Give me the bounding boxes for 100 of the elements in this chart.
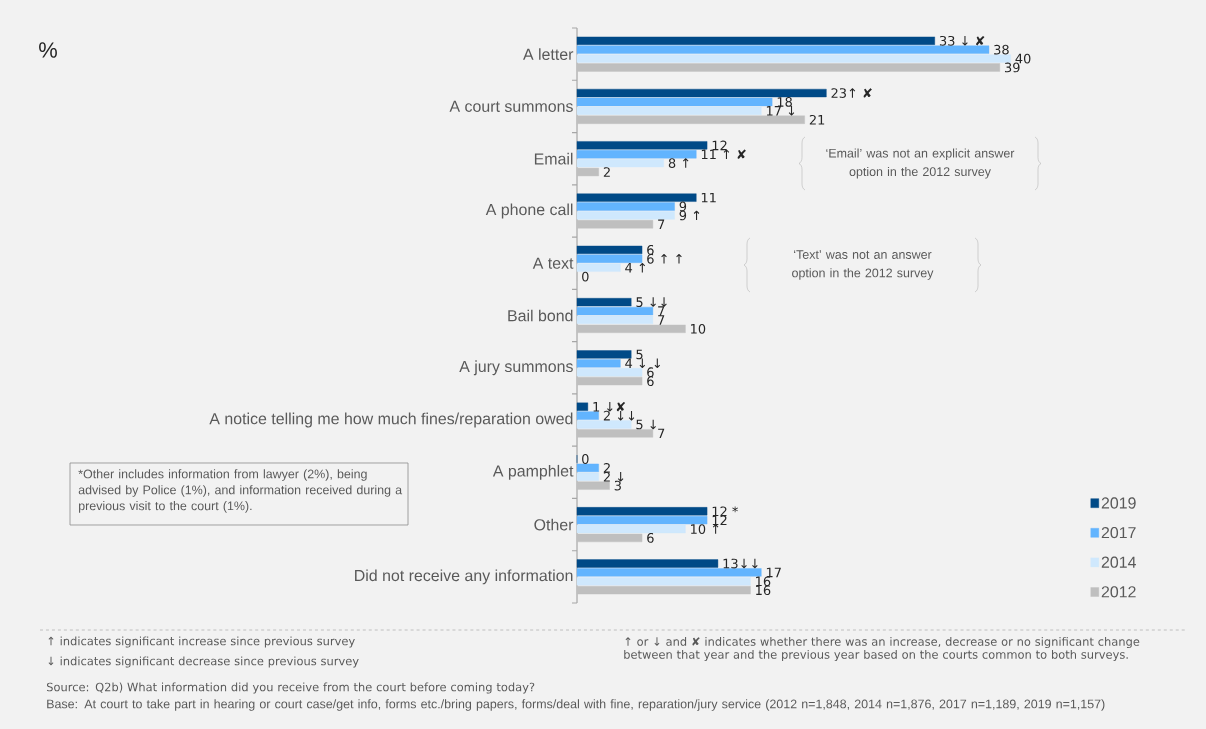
bar xyxy=(576,350,632,359)
y-tick-label: A court summons xyxy=(449,100,573,112)
data-label: 11 xyxy=(701,192,716,203)
text: ↑ or ↓ and ✘ indicates whether there was an increase, decrease or no significant change between that year and the previous year based on the courts common to both surveys. xyxy=(624,636,1140,662)
bar xyxy=(576,45,990,54)
y-tick-label: A notice telling me how much fines/reparation owed xyxy=(209,412,573,428)
data-label: 33 ↓ ✘ xyxy=(939,35,985,46)
bar xyxy=(576,88,827,98)
bar xyxy=(576,463,599,472)
annotation: ‘Email’ was not an explicit answer option in the 2012 survey xyxy=(826,148,1015,179)
bar xyxy=(576,211,675,220)
bar xyxy=(576,36,935,45)
data-label: 7 xyxy=(658,428,665,439)
bar xyxy=(576,254,643,263)
bar xyxy=(576,115,805,124)
text: *Other includes information from lawyer (2%), being advised by Police (1%), and information received during a previous visit to the court (1%). xyxy=(78,469,403,513)
data-label: 23↑ ✘ xyxy=(831,88,872,98)
data-label: 0 xyxy=(582,454,589,464)
data-label: 18 xyxy=(777,97,792,107)
data-label: 5 ↓ xyxy=(636,419,656,430)
source-note: Source: Q2b) What information did you receive from the court before coming today? xyxy=(46,682,535,694)
bar xyxy=(576,516,708,525)
data-label: 10 xyxy=(691,323,706,334)
bar xyxy=(576,150,697,159)
bar xyxy=(576,586,751,595)
data-label: 7 xyxy=(658,219,665,230)
data-label: 12 * xyxy=(712,506,738,517)
data-label: 16 xyxy=(756,585,771,596)
bar xyxy=(576,411,599,420)
data-label: 0 xyxy=(582,271,589,282)
bar xyxy=(576,306,654,316)
annotation: ‘Text’ was not an answer option in the 2012 survey xyxy=(792,250,934,280)
bar xyxy=(576,376,643,386)
legend-label: 2017 xyxy=(1101,526,1136,539)
y-tick-label: A text xyxy=(532,257,574,269)
data-label: 39 xyxy=(1004,62,1020,73)
bar xyxy=(576,568,762,577)
bar xyxy=(576,298,632,307)
bar xyxy=(576,141,708,150)
text: ↑ indicates significant increase since previous survey xyxy=(48,636,355,648)
y-tick-label: A letter xyxy=(523,48,574,60)
bar xyxy=(576,63,1000,72)
data-label: 17 xyxy=(766,567,781,578)
y-tick-label: A pamphlet xyxy=(492,464,574,480)
bar xyxy=(576,472,599,481)
bar xyxy=(576,420,632,429)
data-label: 21 xyxy=(809,114,825,125)
legend-label: 2012 xyxy=(1101,586,1136,598)
data-label: 9 ↑ xyxy=(679,210,700,221)
text: ↓ indicates significant decrease since previous survey xyxy=(48,656,359,668)
data-label: 7 xyxy=(658,315,665,325)
bar xyxy=(576,324,686,333)
data-label: 12 xyxy=(712,140,727,151)
bar xyxy=(576,106,762,115)
legend-label: 2014 xyxy=(1101,556,1136,568)
bar xyxy=(576,245,643,255)
data-label: 3 xyxy=(614,480,621,491)
bar xyxy=(576,159,664,168)
legend-label: 2019 xyxy=(1101,497,1136,509)
text: Base: At court to take part in hearing or court case/get info, forms etc./bring papers, forms/deal with fine, reparation/jury service (2012 n=1,848, 2014 n=1,876, 2017 n=1,189, 2019 n=1,157) xyxy=(47,699,1105,711)
bar xyxy=(576,97,773,107)
bar xyxy=(576,359,621,368)
data-label: 2 xyxy=(603,167,610,177)
data-label: 38 xyxy=(994,44,1009,55)
data-label: 5 xyxy=(636,349,643,360)
bar xyxy=(576,402,589,411)
bar xyxy=(576,533,643,543)
bar xyxy=(576,507,708,516)
bar xyxy=(576,559,719,568)
data-label: 5 ↓↓ xyxy=(636,297,667,307)
y-tick-label: A jury summons xyxy=(459,360,573,376)
bar xyxy=(576,263,621,272)
bar xyxy=(576,524,686,534)
bar xyxy=(576,315,654,325)
data-label: 8 ↑ xyxy=(668,158,689,169)
y-tick-label: Other xyxy=(534,518,574,531)
data-label: 17 ↓ xyxy=(766,106,795,116)
data-label: 6 ↑ ↑ xyxy=(647,253,682,264)
bar xyxy=(576,193,697,202)
text: % xyxy=(39,42,57,58)
y-tick-label: Did not receive any information xyxy=(355,569,573,585)
data-label: 2 ↓↓ xyxy=(603,410,635,421)
y-tick-label: Bail bond xyxy=(508,309,573,322)
data-label: 4 ↑ xyxy=(625,262,646,273)
bar xyxy=(576,577,751,586)
data-label: 6 xyxy=(647,533,654,543)
y-tick-label: A phone call xyxy=(485,203,573,219)
data-label: 16 xyxy=(756,576,771,587)
data-label: 40 xyxy=(1015,53,1031,64)
bar xyxy=(576,167,599,177)
bar xyxy=(576,481,610,490)
bar xyxy=(576,220,654,229)
bar xyxy=(576,202,675,211)
data-label: 9 xyxy=(679,201,687,212)
bar xyxy=(576,429,654,438)
data-label: 7 xyxy=(658,306,665,316)
bar xyxy=(576,368,643,377)
y-tick-label: Email xyxy=(534,152,573,165)
data-label: 6 xyxy=(647,367,654,378)
data-label: 13↓↓ xyxy=(723,558,758,569)
